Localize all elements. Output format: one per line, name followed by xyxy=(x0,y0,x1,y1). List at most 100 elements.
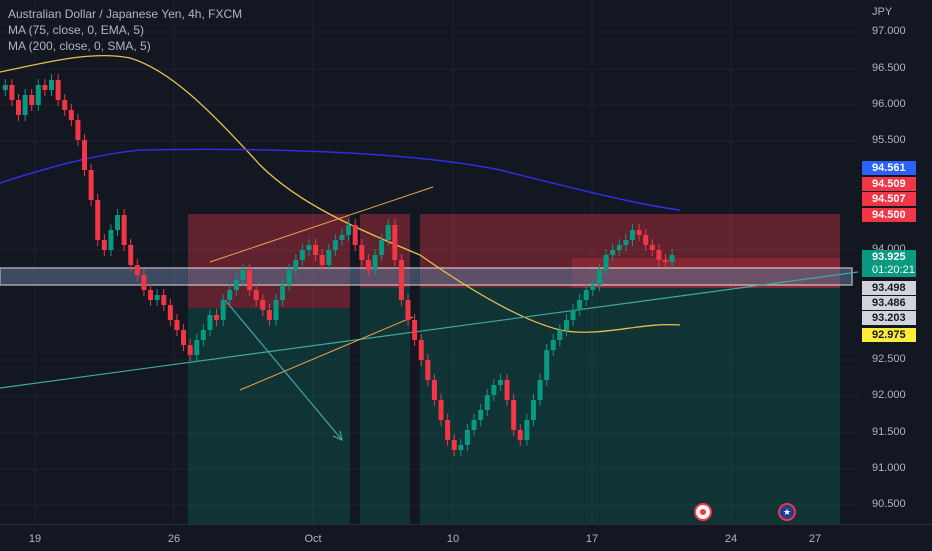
time-label: 27 xyxy=(808,533,822,545)
time-axis[interactable]: 19 26 Oct 10 17 24 27 xyxy=(0,524,932,551)
candle-body xyxy=(629,230,635,240)
candle-body xyxy=(458,445,464,450)
candle-body xyxy=(115,215,121,230)
projection-arrow[interactable] xyxy=(224,299,343,441)
price-badge: 01:20:21 xyxy=(862,263,916,277)
candle-body xyxy=(530,400,536,420)
candle-body xyxy=(247,270,253,290)
candle-body xyxy=(148,290,154,300)
candle-body xyxy=(504,380,510,400)
price-badge: 92.975 xyxy=(862,328,916,342)
candle-body xyxy=(233,280,239,290)
candle-body xyxy=(398,260,404,300)
candle-body xyxy=(240,270,246,280)
candle-body xyxy=(62,100,68,110)
short-target-zone-3[interactable] xyxy=(420,288,840,524)
time-label: 17 xyxy=(585,533,599,545)
time-label: 19 xyxy=(28,533,42,545)
candle-body xyxy=(266,310,272,320)
price-tick: 96.500 xyxy=(872,62,906,74)
candle-body xyxy=(412,320,418,340)
short-target-zone-2[interactable] xyxy=(360,288,410,524)
candle-body xyxy=(590,285,596,290)
candle-body xyxy=(220,300,226,320)
candle-body xyxy=(643,235,649,245)
candle-body xyxy=(22,95,28,115)
candle-body xyxy=(365,260,371,270)
candle-body xyxy=(379,240,385,255)
candle-body xyxy=(636,230,642,235)
candle-body xyxy=(352,225,358,245)
sma-line xyxy=(0,148,681,211)
trend-line[interactable] xyxy=(0,271,858,389)
support-band[interactable] xyxy=(0,267,853,286)
candle-body xyxy=(445,420,451,440)
candle-body xyxy=(359,245,365,260)
price-badge: 93.498 xyxy=(862,281,916,295)
candle-body xyxy=(339,235,345,240)
time-label: 24 xyxy=(724,533,738,545)
candle-body xyxy=(121,215,127,245)
candle-body xyxy=(616,245,622,250)
candle-body xyxy=(313,245,319,255)
candle-body xyxy=(42,85,48,90)
wedge-lower[interactable] xyxy=(239,316,414,391)
candle-body xyxy=(557,330,563,340)
wedge-upper[interactable] xyxy=(209,186,434,263)
candle-body xyxy=(306,245,312,250)
time-label: 10 xyxy=(446,533,460,545)
price-tick: 92.000 xyxy=(872,389,906,401)
price-tick: 97.000 xyxy=(872,25,906,37)
candle-body xyxy=(299,250,305,260)
price-badge: 94.500 xyxy=(862,208,916,222)
candle-body xyxy=(167,305,173,320)
ma-200-label[interactable]: MA (200, close, 0, SMA, 5) xyxy=(8,39,151,53)
arrow-head xyxy=(332,430,343,442)
candle-body xyxy=(425,360,431,380)
price-tick: 96.000 xyxy=(872,98,906,110)
candle-body xyxy=(68,110,74,120)
candle-body xyxy=(471,420,477,430)
candle-body xyxy=(161,295,167,305)
candle-body xyxy=(392,225,398,260)
time-label: Oct xyxy=(304,533,322,545)
candle-body xyxy=(511,400,517,430)
candle-body xyxy=(273,300,279,320)
candle-body xyxy=(108,230,114,250)
candle-body xyxy=(563,320,569,330)
candle-body xyxy=(128,245,134,265)
price-badge: 93.925 xyxy=(862,250,916,264)
candle-body xyxy=(293,260,299,270)
candle-body xyxy=(497,380,503,385)
price-tick: 91.000 xyxy=(872,462,906,474)
candle-body xyxy=(141,275,147,290)
candle-body xyxy=(405,300,411,320)
candle-body xyxy=(101,240,107,250)
candle-body xyxy=(35,85,41,105)
candle-body xyxy=(174,320,180,330)
candle-body xyxy=(9,85,15,100)
candle-body xyxy=(372,255,378,270)
ma-75-label[interactable]: MA (75, close, 0, EMA, 5) xyxy=(8,23,145,37)
candle-body xyxy=(280,285,286,300)
candle-body xyxy=(603,255,609,270)
candle-body xyxy=(623,240,629,245)
flag-au-icon[interactable]: ★ xyxy=(778,503,796,521)
chart-canvas[interactable] xyxy=(0,0,858,524)
candle-body xyxy=(88,170,94,200)
short-target-zone[interactable] xyxy=(188,308,350,524)
candle-body xyxy=(134,265,140,275)
candle-body xyxy=(596,270,602,285)
symbol-title[interactable]: Australian Dollar / Japanese Yen, 4h, FX… xyxy=(8,7,243,21)
candle-body xyxy=(537,380,543,400)
record-icon[interactable] xyxy=(694,503,712,521)
candle-body xyxy=(451,440,457,450)
candle-body xyxy=(438,400,444,420)
candle-body xyxy=(649,245,655,250)
candle-body xyxy=(346,225,352,235)
candle-body xyxy=(286,270,292,285)
candle-body xyxy=(227,290,233,300)
candle-body xyxy=(550,340,556,350)
candle-body xyxy=(464,430,470,445)
candle-body xyxy=(669,255,675,262)
